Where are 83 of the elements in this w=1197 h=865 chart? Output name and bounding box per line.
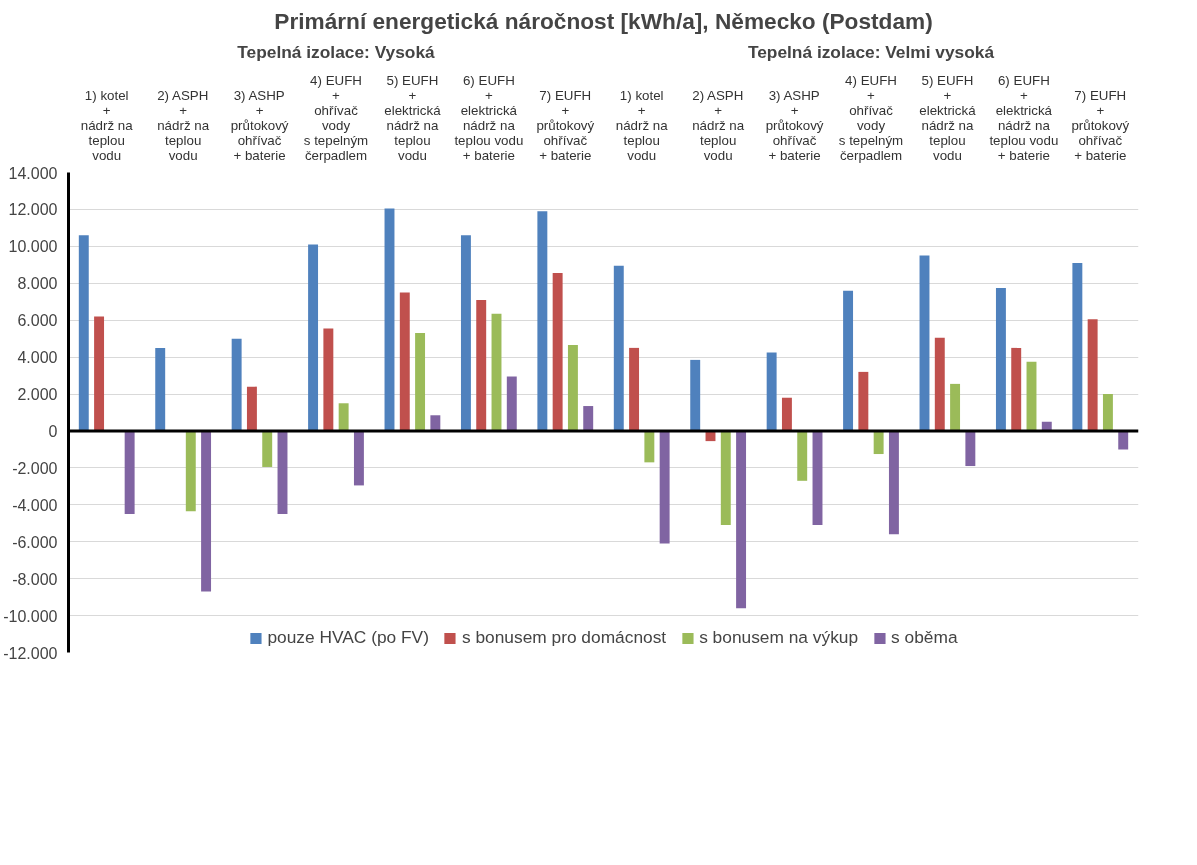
- text: Tepelná izolace: Velmi vysoká: [747, 41, 995, 62]
- bar: [781, 397, 792, 431]
- y-tick-label: -4.000: [12, 496, 58, 514]
- bar: [552, 273, 563, 431]
- bar: [888, 430, 899, 535]
- x-tick-label: 4) EUFH + ohřívač vody s tepelným čerpadlem: [838, 72, 904, 163]
- y-tick-label: -6.000: [12, 533, 58, 551]
- x-tick-label: 2) ASPH + nádrž na teplou vodu: [692, 87, 745, 163]
- bar: [567, 345, 578, 431]
- bar: [185, 430, 196, 512]
- bar: [430, 415, 441, 431]
- bar: [476, 299, 487, 431]
- bar: [766, 352, 777, 431]
- bar: [353, 430, 364, 486]
- bar: [797, 430, 808, 481]
- y-tick-label: -12.000: [3, 644, 58, 662]
- bar: [995, 287, 1006, 431]
- x-tick-label: 1) kotel + nádrž na teplou vodu: [80, 87, 134, 163]
- y-tick-label: -10.000: [3, 607, 58, 625]
- y-tick-label: 0: [48, 422, 58, 440]
- bar: [583, 406, 594, 431]
- x-tick-label: 3) ASHP + průtokový ohřívač + baterie: [230, 87, 289, 163]
- bar: [644, 430, 655, 463]
- bar: [934, 337, 945, 431]
- bar: [843, 290, 854, 431]
- bar: [537, 211, 548, 431]
- bar: [124, 430, 135, 515]
- x-tick-label: 6) EUFH + elektrická nádrž na teplou vodu + baterie: [989, 72, 1059, 163]
- legend-label: s bonusem pro domácnost: [461, 627, 667, 648]
- x-tick-label: 5) EUFH + elektrická nádrž na teplou vodu: [919, 72, 977, 163]
- chart-title: Primární energetická náročnost [kWh/a], Německo (Postdam): [274, 7, 933, 34]
- bar: [460, 235, 471, 431]
- y-tick-label: 2.000: [17, 386, 58, 404]
- bar: [323, 328, 334, 431]
- legend-label: pouze HVAC (po FV): [267, 627, 429, 648]
- y-tick-label: -8.000: [12, 570, 58, 588]
- x-tick-label: 1) kotel + nádrž na teplou vodu: [615, 87, 669, 163]
- bar: [94, 316, 105, 431]
- bar: [629, 347, 640, 431]
- bar: [659, 430, 670, 544]
- bar: [613, 265, 624, 431]
- bar: [231, 338, 242, 431]
- bar: [873, 430, 884, 455]
- bar: [736, 430, 747, 609]
- y-tick-label: 10.000: [8, 238, 58, 256]
- y-tick-label: 4.000: [17, 349, 58, 367]
- bar: [690, 359, 701, 431]
- x-tick-label: 6) EUFH + elektrická nádrž na teplou vodu + baterie: [454, 72, 524, 163]
- x-tick-label: 5) EUFH + elektrická nádrž na teplou vodu: [384, 72, 442, 163]
- x-tick-label: 7) EUFH + průtokový ohřívač + baterie: [1071, 87, 1130, 163]
- bar: [506, 376, 517, 431]
- x-tick-label: 2) ASPH + nádrž na teplou vodu: [157, 87, 210, 163]
- bar: [1118, 430, 1129, 450]
- bar: [78, 235, 89, 431]
- bar: [384, 208, 395, 431]
- x-tick-label: 4) EUFH + ohřívač vody s tepelným čerpadlem: [303, 72, 369, 163]
- bar: [720, 430, 731, 526]
- y-tick-label: 8.000: [17, 275, 58, 293]
- bar: [415, 333, 426, 431]
- y-tick-label: 12.000: [8, 201, 58, 219]
- x-tick-label: 3) ASHP + průtokový ohřívač + baterie: [765, 87, 824, 163]
- x-tick-label: 7) EUFH + průtokový ohřívač + baterie: [536, 87, 595, 163]
- bar: [308, 244, 319, 431]
- bar: [1102, 394, 1113, 431]
- bar: [262, 430, 273, 467]
- bar: [858, 371, 869, 431]
- y-tick-label: 6.000: [17, 312, 58, 330]
- text: Tepelná izolace: Vysoká: [237, 41, 436, 62]
- bar: [1011, 347, 1022, 431]
- bar: [1087, 319, 1098, 431]
- legend-label: s bonusem na výkup: [699, 627, 859, 648]
- bar: [812, 430, 823, 526]
- bar: [950, 383, 961, 431]
- bar: [201, 430, 212, 592]
- bar: [155, 347, 166, 431]
- bar: [399, 292, 410, 431]
- y-tick-label: 14.000: [8, 164, 58, 182]
- legend-label: s oběma: [891, 627, 958, 648]
- bar: [338, 403, 349, 431]
- bar: [1072, 262, 1083, 431]
- bar: [246, 386, 257, 431]
- bar: [965, 430, 976, 467]
- y-tick-label: -2.000: [12, 459, 58, 477]
